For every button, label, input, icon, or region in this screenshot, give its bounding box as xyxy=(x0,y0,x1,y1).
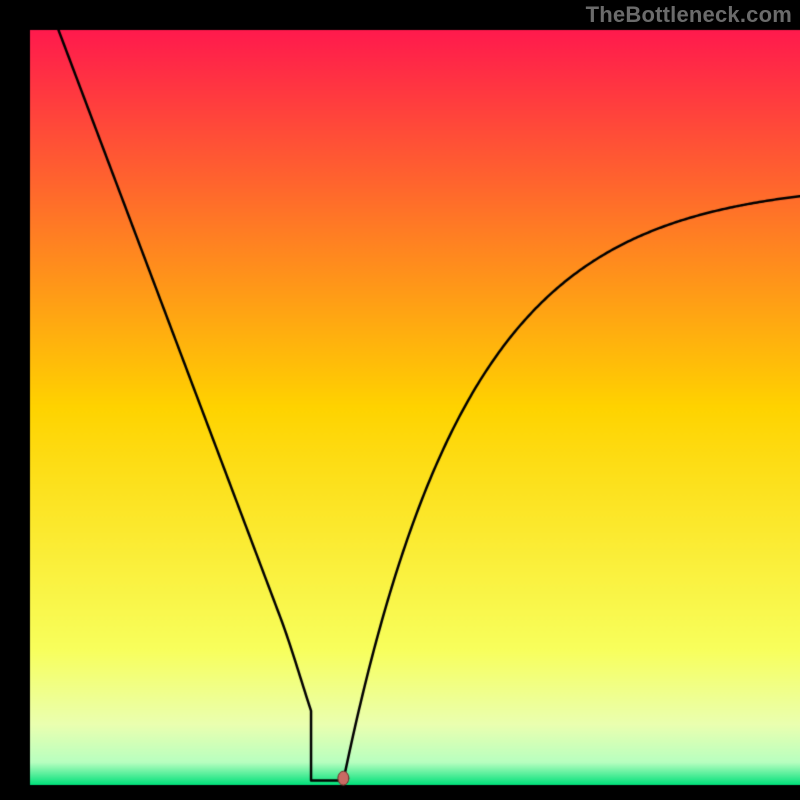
watermark-text: TheBottleneck.com xyxy=(586,2,792,28)
bottleneck-chart xyxy=(0,0,800,800)
